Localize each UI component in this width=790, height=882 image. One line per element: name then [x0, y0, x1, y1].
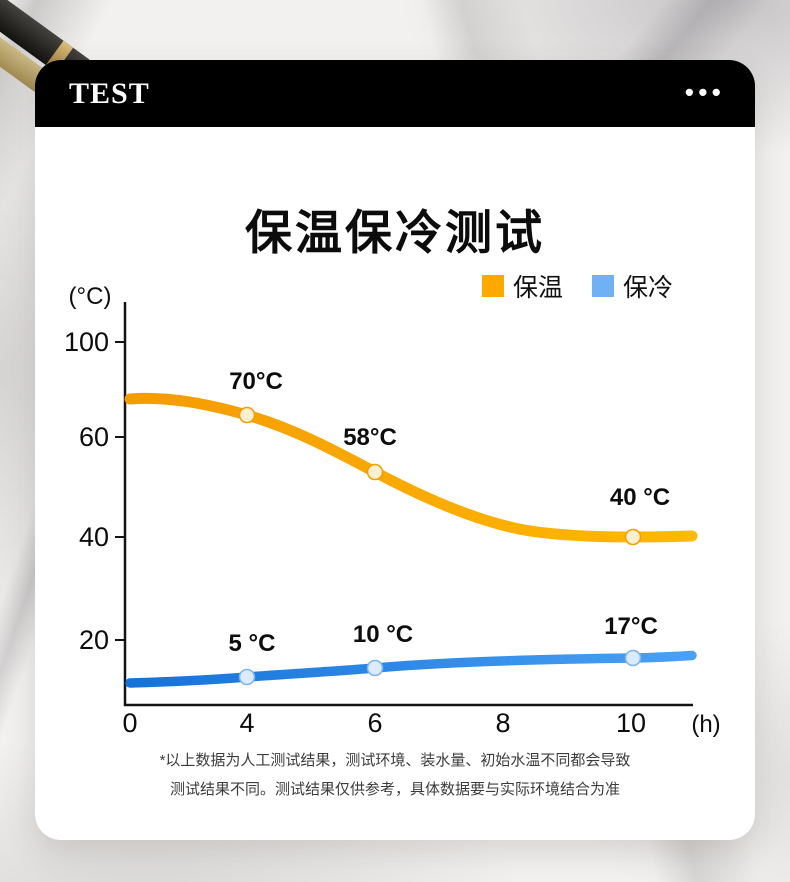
- header-bar: TEST •••: [35, 60, 755, 127]
- warm-point-label-6h: 58°C: [343, 424, 397, 451]
- y-tick-label-20: 20: [79, 625, 109, 655]
- legend: 保温 保冷: [481, 268, 673, 304]
- legend-swatch-cold: [591, 275, 614, 297]
- y-tick-label-60: 60: [79, 422, 109, 452]
- legend-label-cold: 保冷: [622, 274, 673, 302]
- footnote-line2: 测试结果不同。测试结果仅供参考，具体数据要与实际环境结合为准: [169, 781, 620, 798]
- cold-point-label-6h: 10 °C: [353, 621, 413, 648]
- legend-label-warm: 保温: [512, 274, 563, 302]
- chart-title: 保温保冷测试: [245, 206, 545, 259]
- x-tick-label-10: 10: [616, 708, 646, 738]
- warm-series-line: [124, 392, 698, 543]
- y-axis-unit: (°C): [69, 283, 112, 310]
- x-tick-label-4: 4: [239, 708, 254, 738]
- cold-marker-10h: [624, 649, 642, 667]
- more-menu-icon[interactable]: •••: [684, 76, 725, 107]
- y-tick-label-40: 40: [79, 522, 109, 552]
- x-tick-label-6: 6: [367, 708, 382, 738]
- cold-marker-4h: [238, 668, 256, 686]
- legend-swatch-warm: [481, 275, 504, 297]
- x-tick-label-0: 0: [122, 708, 137, 738]
- warm-marker-4h: [238, 406, 256, 424]
- chart-canvas: (°C) (h) 100 60 40 20 0 4 6 8 10: [64, 283, 721, 738]
- warm-point-label-4h: 70°C: [229, 368, 283, 395]
- footnote: *以上数据为人工测试结果，测试环境、装水量、初始水温不同都会导致 测试结果不同。…: [35, 746, 755, 804]
- x-tick-label-8: 8: [495, 708, 510, 738]
- footnote-line1: *以上数据为人工测试结果，测试环境、装水量、初始水温不同都会导致: [159, 752, 631, 769]
- cold-marker-6h: [366, 659, 384, 677]
- cold-point-label-10h: 17°C: [604, 613, 658, 640]
- header-title: TEST: [69, 76, 150, 110]
- warm-marker-6h: [366, 463, 384, 481]
- y-tick-label-100: 100: [64, 327, 109, 357]
- warm-point-label-10h: 40 °C: [610, 484, 670, 511]
- warm-marker-10h: [624, 528, 642, 546]
- x-axis-unit: (h): [691, 711, 720, 738]
- cold-point-label-4h: 5 °C: [229, 630, 276, 657]
- cold-series-line: [125, 650, 697, 688]
- content-card: TEST ••• 保温保冷测试 保温 保冷 (°C): [35, 60, 755, 840]
